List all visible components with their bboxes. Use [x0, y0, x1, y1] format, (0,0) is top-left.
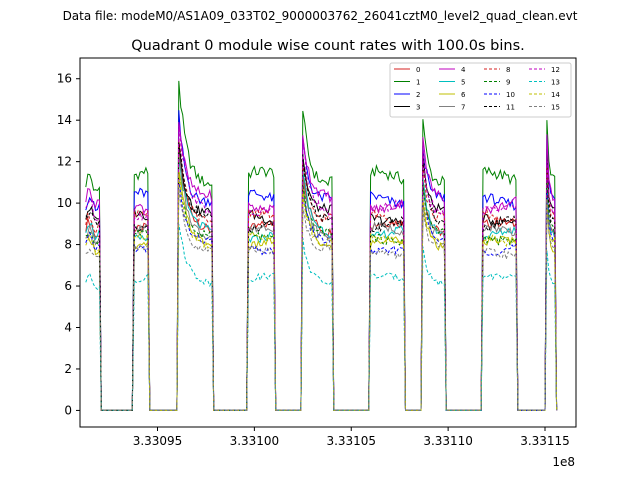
series-line-5 — [85, 154, 558, 411]
legend-label-5: 5 — [461, 79, 465, 87]
plot-lines — [85, 80, 558, 411]
y-axis: 0 2 4 6 8 10 12 14 16 — [57, 72, 80, 417]
legend-label-6: 6 — [461, 91, 466, 99]
x-tick-label: 3.33110 — [423, 434, 473, 448]
series-line-7 — [85, 151, 558, 411]
y-tick-label: 12 — [57, 155, 72, 169]
x-tick-label: 3.33115 — [520, 434, 570, 448]
legend-label-15: 15 — [551, 104, 560, 112]
legend-label-4: 4 — [461, 66, 466, 74]
series-line-13 — [85, 224, 558, 411]
chart-title: Quadrant 0 module wise count rates with … — [131, 38, 525, 54]
legend-label-8: 8 — [506, 66, 510, 74]
x-tick-label: 3.33100 — [230, 434, 280, 448]
x-axis: 3.33095 3.33100 3.33105 3.33110 3.33115 — [133, 427, 570, 448]
y-tick-label: 14 — [57, 113, 72, 127]
series-line-11 — [85, 142, 558, 411]
y-tick-label: 10 — [57, 196, 72, 210]
y-tick-label: 16 — [57, 72, 72, 86]
series-line-3 — [85, 141, 558, 411]
y-tick-label: 0 — [64, 403, 72, 417]
series-line-14 — [85, 172, 558, 411]
legend-label-0: 0 — [416, 66, 420, 74]
x-offset-label: 1e8 — [552, 455, 575, 469]
legend-label-12: 12 — [551, 66, 560, 74]
series-line-4 — [85, 121, 558, 411]
series-line-0 — [85, 138, 558, 411]
y-tick-label: 4 — [64, 320, 72, 334]
series-line-2 — [85, 110, 558, 411]
chart-suptitle: Data file: modeM0/AS1A09_033T02_90000037… — [63, 9, 578, 23]
legend-label-9: 9 — [506, 79, 510, 87]
series-line-1 — [85, 80, 558, 411]
legend-label-1: 1 — [416, 79, 420, 87]
legend-label-2: 2 — [416, 91, 420, 99]
plot-frame — [79, 57, 577, 428]
legend-box — [389, 62, 572, 118]
legend-label-3: 3 — [416, 104, 420, 112]
y-tick-label: 8 — [64, 238, 72, 252]
legend-label-13: 13 — [551, 79, 560, 87]
x-tick-label: 3.33105 — [326, 434, 376, 448]
x-tick-label: 3.33095 — [133, 434, 183, 448]
y-tick-label: 2 — [64, 362, 72, 376]
series-line-12 — [85, 122, 558, 411]
legend-label-7: 7 — [461, 104, 465, 112]
legend-label-14: 14 — [551, 91, 560, 99]
y-tick-label: 6 — [64, 279, 72, 293]
legend-label-10: 10 — [506, 91, 515, 99]
series-line-6 — [85, 170, 558, 411]
legend-label-11: 11 — [506, 104, 515, 112]
series-line-15 — [85, 187, 558, 411]
